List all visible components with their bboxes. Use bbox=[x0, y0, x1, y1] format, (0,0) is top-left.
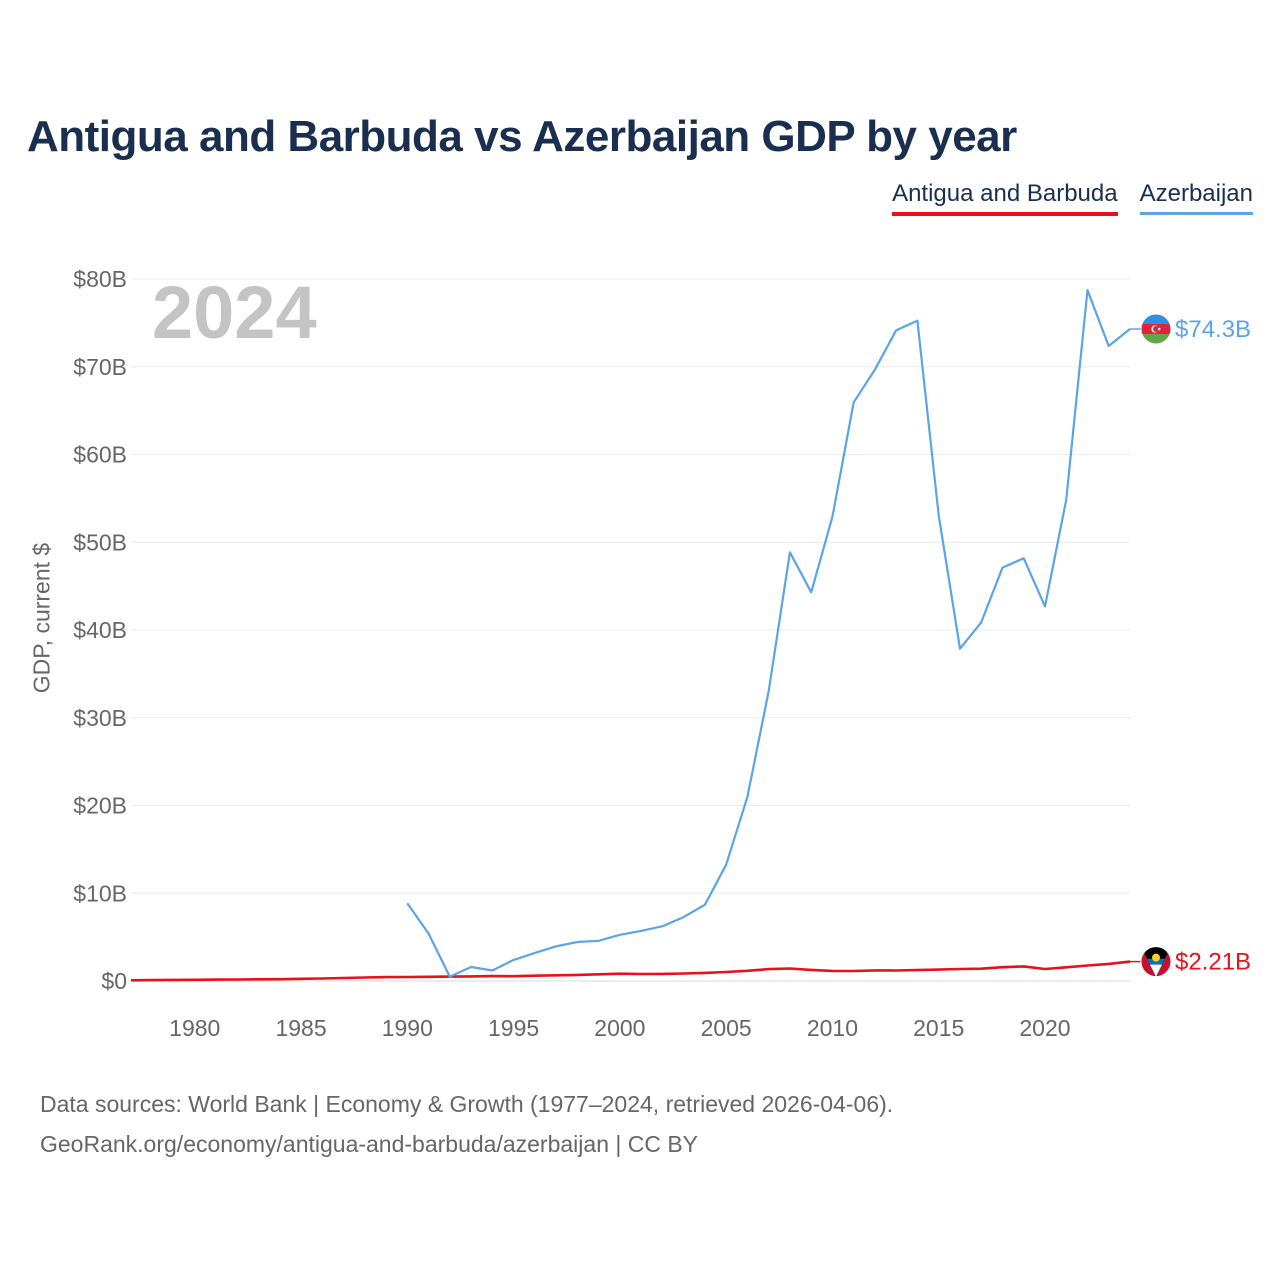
legend-swatch-antigua-and-barbuda bbox=[892, 212, 1118, 216]
y-tick-label: $60B bbox=[73, 442, 127, 468]
x-tick-label: 1980 bbox=[169, 1015, 220, 1041]
axis-ticks: $0 $10B $20B $30B $40B $50B $60B $70B $80B 1980 19… bbox=[73, 266, 1070, 1041]
y-tick-label: $70B bbox=[73, 354, 127, 380]
x-tick-label: 1990 bbox=[382, 1015, 433, 1041]
data-source-note: Data sources: World Bank | Economy & Gro… bbox=[40, 1084, 893, 1164]
y-tick-label: $80B bbox=[73, 266, 127, 292]
end-value-label-azerbaijan: $74.3B bbox=[1175, 316, 1251, 343]
year-watermark: 2024 bbox=[152, 271, 317, 354]
series-end-markers: $2.21B $74.3B bbox=[1130, 313, 1251, 978]
y-tick-label: $20B bbox=[73, 793, 127, 819]
x-tick-label: 1985 bbox=[275, 1015, 326, 1041]
x-tick-label: 2000 bbox=[594, 1015, 645, 1041]
x-tick-label: 2005 bbox=[701, 1015, 752, 1041]
end-value-label-antigua-and-barbuda: $2.21B bbox=[1175, 949, 1251, 976]
grid-lines bbox=[131, 278, 1130, 982]
x-tick-label: 2020 bbox=[1019, 1015, 1070, 1041]
legend-label-azerbaijan: Azerbaijan bbox=[1139, 180, 1253, 207]
y-tick-label: $0 bbox=[101, 968, 127, 994]
series-line-antigua-and-barbuda bbox=[130, 960, 1131, 982]
x-tick-label: 2010 bbox=[807, 1015, 858, 1041]
series-lines bbox=[130, 289, 1131, 982]
source-line-2[interactable]: GeoRank.org/economy/antigua-and-barbuda/… bbox=[40, 1131, 699, 1157]
gdp-line-chart: 2024 $0 $10B $20B $30B $40B $50B $60B $70B $80B 1… bbox=[73, 266, 1251, 1041]
x-tick-label: 2015 bbox=[913, 1015, 964, 1041]
x-tick-label: 1995 bbox=[488, 1015, 539, 1041]
legend-label-antigua-and-barbuda: Antigua and Barbuda bbox=[892, 180, 1118, 207]
chart-title: Antigua and Barbuda vs Azerbaijan GDP by… bbox=[27, 112, 1017, 161]
y-tick-label: $40B bbox=[73, 617, 127, 643]
antigua-and-barbuda-flag-icon bbox=[1140, 946, 1172, 978]
chart-legend: Antigua and Barbuda Azerbaijan bbox=[892, 180, 1253, 216]
source-line-1: Data sources: World Bank | Economy & Gro… bbox=[40, 1091, 894, 1117]
y-tick-label: $10B bbox=[73, 880, 127, 906]
legend-swatch-azerbaijan bbox=[1139, 212, 1253, 215]
series-line-azerbaijan bbox=[406, 289, 1131, 978]
legend-item-azerbaijan[interactable]: Azerbaijan bbox=[1139, 180, 1253, 216]
y-tick-label: $30B bbox=[73, 705, 127, 731]
y-tick-label: $50B bbox=[73, 529, 127, 555]
azerbaijan-flag-icon bbox=[1140, 313, 1172, 345]
legend-item-antigua-and-barbuda[interactable]: Antigua and Barbuda bbox=[892, 180, 1118, 216]
